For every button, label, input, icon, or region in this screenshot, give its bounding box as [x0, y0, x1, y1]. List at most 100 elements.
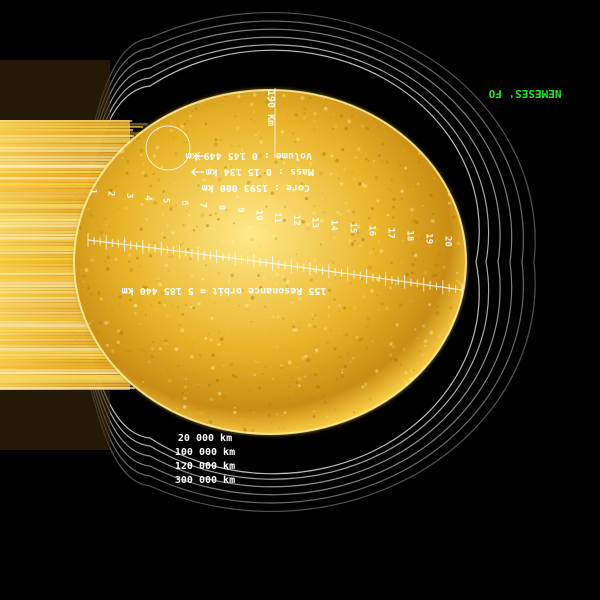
granule [191, 347, 194, 350]
granule [211, 353, 215, 358]
granule [219, 337, 224, 342]
granule [200, 213, 205, 218]
granule [410, 207, 414, 212]
granule [312, 436, 315, 439]
granule [250, 102, 254, 107]
granule [268, 402, 272, 406]
top-label: 190 Km [265, 90, 276, 126]
granule [372, 248, 375, 250]
granule [178, 323, 182, 327]
granule [463, 347, 466, 352]
granule [367, 216, 371, 220]
granule [254, 134, 258, 137]
granule [263, 329, 266, 332]
granule [268, 138, 270, 141]
granule [126, 160, 130, 163]
granule [268, 198, 271, 201]
granule [339, 412, 342, 415]
granule [285, 436, 288, 439]
granule [150, 304, 153, 306]
beam-stripe [0, 195, 136, 198]
granule [189, 305, 193, 309]
granule [292, 189, 295, 193]
orbit-ring [0, 12, 536, 512]
granule [234, 404, 237, 407]
granule [141, 102, 145, 106]
granule [423, 270, 428, 275]
granule [405, 354, 408, 356]
granule [232, 410, 237, 415]
granule [408, 397, 412, 401]
granule [280, 274, 284, 278]
scale-tick-label: 12 [291, 215, 301, 226]
granule [143, 290, 145, 293]
beam-stripe [0, 177, 148, 180]
arrow-left-icon [191, 167, 204, 177]
granule [412, 188, 414, 191]
granule [143, 417, 146, 421]
granule [313, 325, 317, 329]
granule [302, 116, 306, 120]
granule [181, 242, 184, 245]
granule [257, 174, 262, 178]
granule [295, 166, 299, 169]
granule [392, 348, 395, 350]
granule [169, 90, 172, 93]
granule [423, 426, 427, 430]
beam-stripe [0, 231, 146, 234]
granule [135, 139, 138, 141]
arrow-left-icon [195, 151, 208, 161]
granule [288, 362, 291, 365]
beam-stripe [0, 273, 139, 275]
granule [332, 235, 337, 240]
granule [215, 212, 217, 214]
granule [434, 273, 438, 277]
granule [366, 347, 369, 349]
granule [390, 189, 393, 192]
granule [161, 232, 164, 235]
granule [313, 128, 316, 131]
granule [253, 93, 257, 97]
granule [256, 361, 260, 364]
granule [140, 298, 142, 300]
granule [272, 234, 275, 238]
granule [217, 272, 220, 275]
granule [257, 273, 261, 278]
granule [282, 111, 285, 114]
granule [295, 381, 299, 384]
ring-label: 100 000 km [175, 447, 235, 458]
granule [181, 391, 184, 395]
granule [395, 125, 398, 128]
granule [253, 374, 257, 378]
granule [400, 197, 404, 201]
granule [165, 104, 169, 109]
granule [422, 204, 424, 207]
granule [160, 165, 164, 169]
granule [387, 344, 390, 347]
granule [141, 384, 145, 388]
granule [287, 360, 292, 365]
scale-tick-label: 16 [366, 225, 376, 236]
granule [231, 239, 236, 244]
granule [250, 118, 253, 121]
granule [269, 308, 272, 311]
granule [398, 418, 400, 420]
granule [207, 411, 209, 414]
granule [190, 428, 193, 431]
granule [410, 271, 414, 275]
beam-stripe [0, 243, 138, 245]
sun-disc [74, 90, 466, 434]
granule [297, 384, 301, 387]
granule [190, 274, 194, 278]
granule [224, 95, 227, 98]
granule [329, 329, 332, 332]
granule [227, 298, 230, 301]
beam-stripe [0, 219, 144, 222]
granule [253, 373, 257, 377]
beam-stripe [0, 156, 139, 159]
granule [453, 337, 457, 340]
granule [133, 312, 137, 315]
granule [360, 337, 364, 341]
